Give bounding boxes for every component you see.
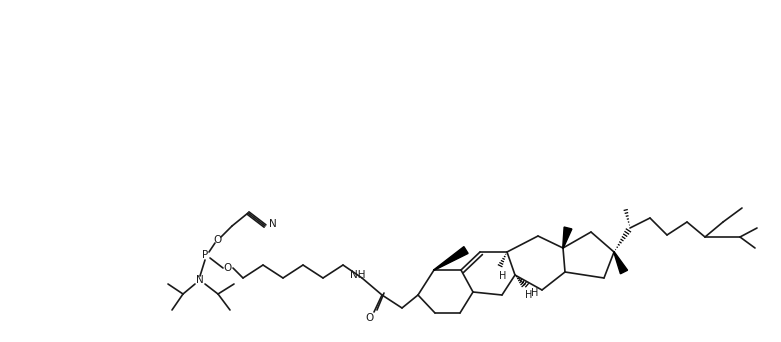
Text: O: O <box>214 235 222 245</box>
Text: P: P <box>201 250 208 260</box>
Polygon shape <box>433 247 468 270</box>
Polygon shape <box>562 227 572 248</box>
Text: NH: NH <box>350 270 366 280</box>
Polygon shape <box>614 252 628 274</box>
Text: N: N <box>269 219 277 229</box>
Text: O: O <box>366 313 374 323</box>
Text: H: H <box>499 271 507 281</box>
Text: H: H <box>531 288 539 298</box>
Text: H: H <box>526 290 533 300</box>
Text: O: O <box>224 263 232 273</box>
Text: N: N <box>196 275 204 285</box>
